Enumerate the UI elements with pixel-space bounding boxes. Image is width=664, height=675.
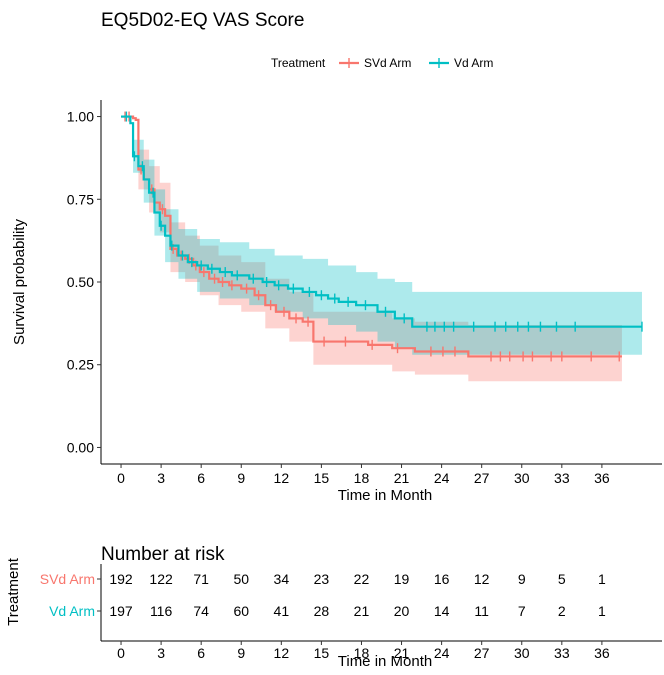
y-tick-label: 1.00 — [67, 109, 94, 125]
risk-count: 20 — [394, 603, 410, 619]
x-tick-label: 30 — [514, 470, 530, 486]
risk-x-tick-label: 12 — [274, 645, 290, 661]
risk-count: 122 — [149, 571, 173, 587]
risk-count: 21 — [354, 603, 370, 619]
x-tick-label: 27 — [474, 470, 490, 486]
risk-count: 41 — [274, 603, 290, 619]
risk-count: 74 — [193, 603, 209, 619]
risk-count: 16 — [434, 571, 450, 587]
risk-x-tick-label: 0 — [117, 645, 125, 661]
plot-area — [121, 111, 643, 382]
risk-table-title: Number at risk — [101, 544, 225, 565]
y-tick-label: 0.00 — [67, 439, 94, 455]
x-tick-label: 33 — [554, 470, 570, 486]
risk-row-label: Vd Arm — [49, 603, 95, 619]
x-tick-label: 9 — [237, 470, 245, 486]
ci-band-1 — [121, 116, 642, 355]
risk-count: 12 — [474, 571, 490, 587]
risk-count: 50 — [233, 571, 249, 587]
risk-x-tick-label: 27 — [474, 645, 490, 661]
risk-count: 116 — [150, 603, 173, 619]
y-axis-label: Survival probability — [11, 219, 28, 345]
risk-count: 22 — [354, 571, 370, 587]
survival-line-1 — [121, 115, 642, 328]
risk-count: 60 — [233, 603, 249, 619]
risk-x-tick-label: 30 — [514, 645, 530, 661]
x-tick-label: 3 — [157, 470, 165, 486]
risk-x-tick-label: 3 — [157, 645, 165, 661]
risk-count: 192 — [109, 571, 133, 587]
legend-label-1: Vd Arm — [454, 56, 493, 70]
risk-count: 19 — [394, 571, 410, 587]
risk-count: 7 — [518, 603, 526, 619]
risk-x-tick-label: 9 — [237, 645, 245, 661]
risk-row-label: SVd Arm — [40, 571, 95, 587]
x-tick-label: 0 — [117, 470, 125, 486]
risk-table: SVd Arm 192 122 71 50 34 23 22 19 16 12 9 5 1Vd Arm 19… — [40, 564, 662, 661]
risk-count: 28 — [314, 603, 330, 619]
legend-label-0: SVd Arm — [364, 56, 411, 70]
chart-title: EQ5D02-EQ VAS Score — [101, 10, 304, 31]
x-tick-label: 24 — [434, 470, 450, 486]
risk-count: 5 — [558, 571, 566, 587]
legend-items: SVd Arm Vd Arm — [339, 56, 493, 70]
y-tick-label: 0.50 — [67, 274, 94, 290]
ci-band-0 — [121, 116, 622, 382]
risk-count: 197 — [109, 603, 133, 619]
risk-x-tick-label: 36 — [594, 645, 610, 661]
x-tick-label: 21 — [394, 470, 410, 486]
risk-x-tick-label: 15 — [314, 645, 330, 661]
risk-count: 2 — [558, 603, 566, 619]
x-axis-label: Time in Month — [338, 487, 432, 504]
risk-count: 14 — [434, 603, 450, 619]
risk-count: 23 — [314, 571, 330, 587]
risk-count: 11 — [474, 603, 489, 619]
axes: 0.000.250.500.751.000 3 6 9 12 15 18 21 24 27 30 33… — [67, 100, 662, 486]
risk-x-tick-label: 33 — [554, 645, 570, 661]
legend-title: Treatment — [271, 56, 326, 70]
risk-count: 9 — [518, 571, 526, 587]
x-tick-label: 12 — [274, 470, 290, 486]
risk-count: 1 — [598, 571, 606, 587]
risk-table-x-label: Time in Month — [338, 653, 432, 670]
y-tick-label: 0.75 — [67, 191, 94, 207]
x-tick-label: 15 — [314, 470, 330, 486]
risk-count: 71 — [193, 571, 209, 587]
risk-count: 1 — [598, 603, 606, 619]
risk-count: 34 — [274, 571, 290, 587]
x-tick-label: 6 — [197, 470, 205, 486]
risk-table-y-label: Treatment — [5, 557, 22, 626]
legend: Treatment SVd Arm Vd Arm — [271, 56, 493, 70]
risk-x-tick-label: 24 — [434, 645, 450, 661]
risk-x-tick-label: 18 — [354, 645, 370, 661]
risk-x-tick-label: 6 — [197, 645, 205, 661]
x-tick-label: 36 — [594, 470, 610, 486]
risk-x-tick-label: 21 — [394, 645, 410, 661]
x-tick-label: 18 — [354, 470, 370, 486]
y-tick-label: 0.25 — [67, 357, 94, 373]
